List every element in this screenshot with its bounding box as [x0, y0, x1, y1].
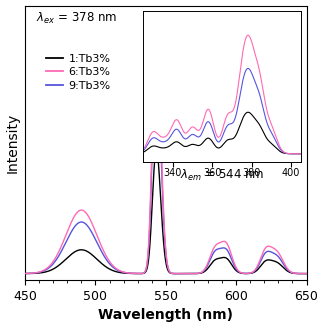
Legend: 1:Tb3%, 6:Tb3%, 9:Tb3%: 1:Tb3%, 6:Tb3%, 9:Tb3%: [42, 50, 115, 95]
Text: $\lambda_{ex}$ = 378 nm: $\lambda_{ex}$ = 378 nm: [36, 11, 118, 26]
X-axis label: Wavelength (nm): Wavelength (nm): [98, 308, 233, 322]
Y-axis label: Intensity: Intensity: [6, 113, 19, 173]
Text: $\lambda_{em}$ = 544 nm: $\lambda_{em}$ = 544 nm: [180, 168, 264, 183]
